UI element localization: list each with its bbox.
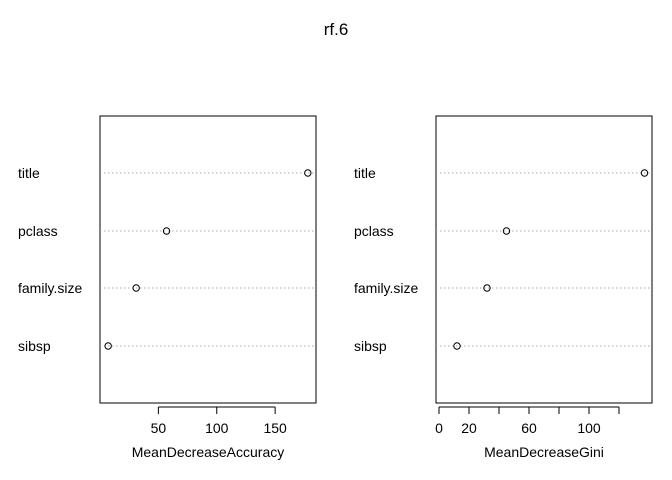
gini-x-tick-label: 20 bbox=[461, 420, 477, 436]
gini-category-label: family.size bbox=[354, 280, 419, 296]
accuracy-x-axis-title: MeanDecreaseAccuracy bbox=[132, 444, 285, 460]
gini-dotchart-panel: title pclass family.size sibsp 0 20 60 100 MeanD… bbox=[354, 115, 653, 460]
accuracy-category-label: pclass bbox=[18, 223, 58, 239]
gini-x-tick-label: 100 bbox=[577, 420, 601, 436]
accuracy-data-point bbox=[162, 227, 171, 235]
accuracy-data-point bbox=[104, 342, 112, 350]
accuracy-data-point bbox=[304, 169, 312, 177]
gini-x-tick-label: 0 bbox=[435, 420, 443, 436]
gini-plot-frame bbox=[435, 115, 653, 404]
gini-category-label: sibsp bbox=[354, 338, 387, 354]
gini-x-tick-label: 60 bbox=[521, 420, 537, 436]
chart-title: rf.6 bbox=[324, 20, 349, 39]
accuracy-plot-frame bbox=[99, 115, 317, 404]
gini-data-point bbox=[453, 342, 461, 350]
accuracy-category-label: sibsp bbox=[18, 338, 51, 354]
gini-category-label: title bbox=[354, 165, 376, 181]
accuracy-category-label: title bbox=[18, 165, 40, 181]
gini-data-point bbox=[483, 284, 491, 292]
accuracy-category-label: family.size bbox=[18, 280, 83, 296]
accuracy-x-tick-label: 50 bbox=[151, 420, 167, 436]
gini-category-label: pclass bbox=[354, 223, 394, 239]
accuracy-data-point bbox=[132, 284, 140, 292]
gini-data-point bbox=[502, 227, 511, 235]
gini-data-point bbox=[640, 169, 649, 177]
accuracy-dotchart-panel: title pclass family.size sibsp 50 100 150 MeanD… bbox=[18, 115, 317, 460]
gini-x-axis-title: MeanDecreaseGini bbox=[484, 444, 604, 460]
accuracy-x-tick-label: 100 bbox=[205, 420, 229, 436]
accuracy-x-tick-label: 150 bbox=[263, 420, 287, 436]
